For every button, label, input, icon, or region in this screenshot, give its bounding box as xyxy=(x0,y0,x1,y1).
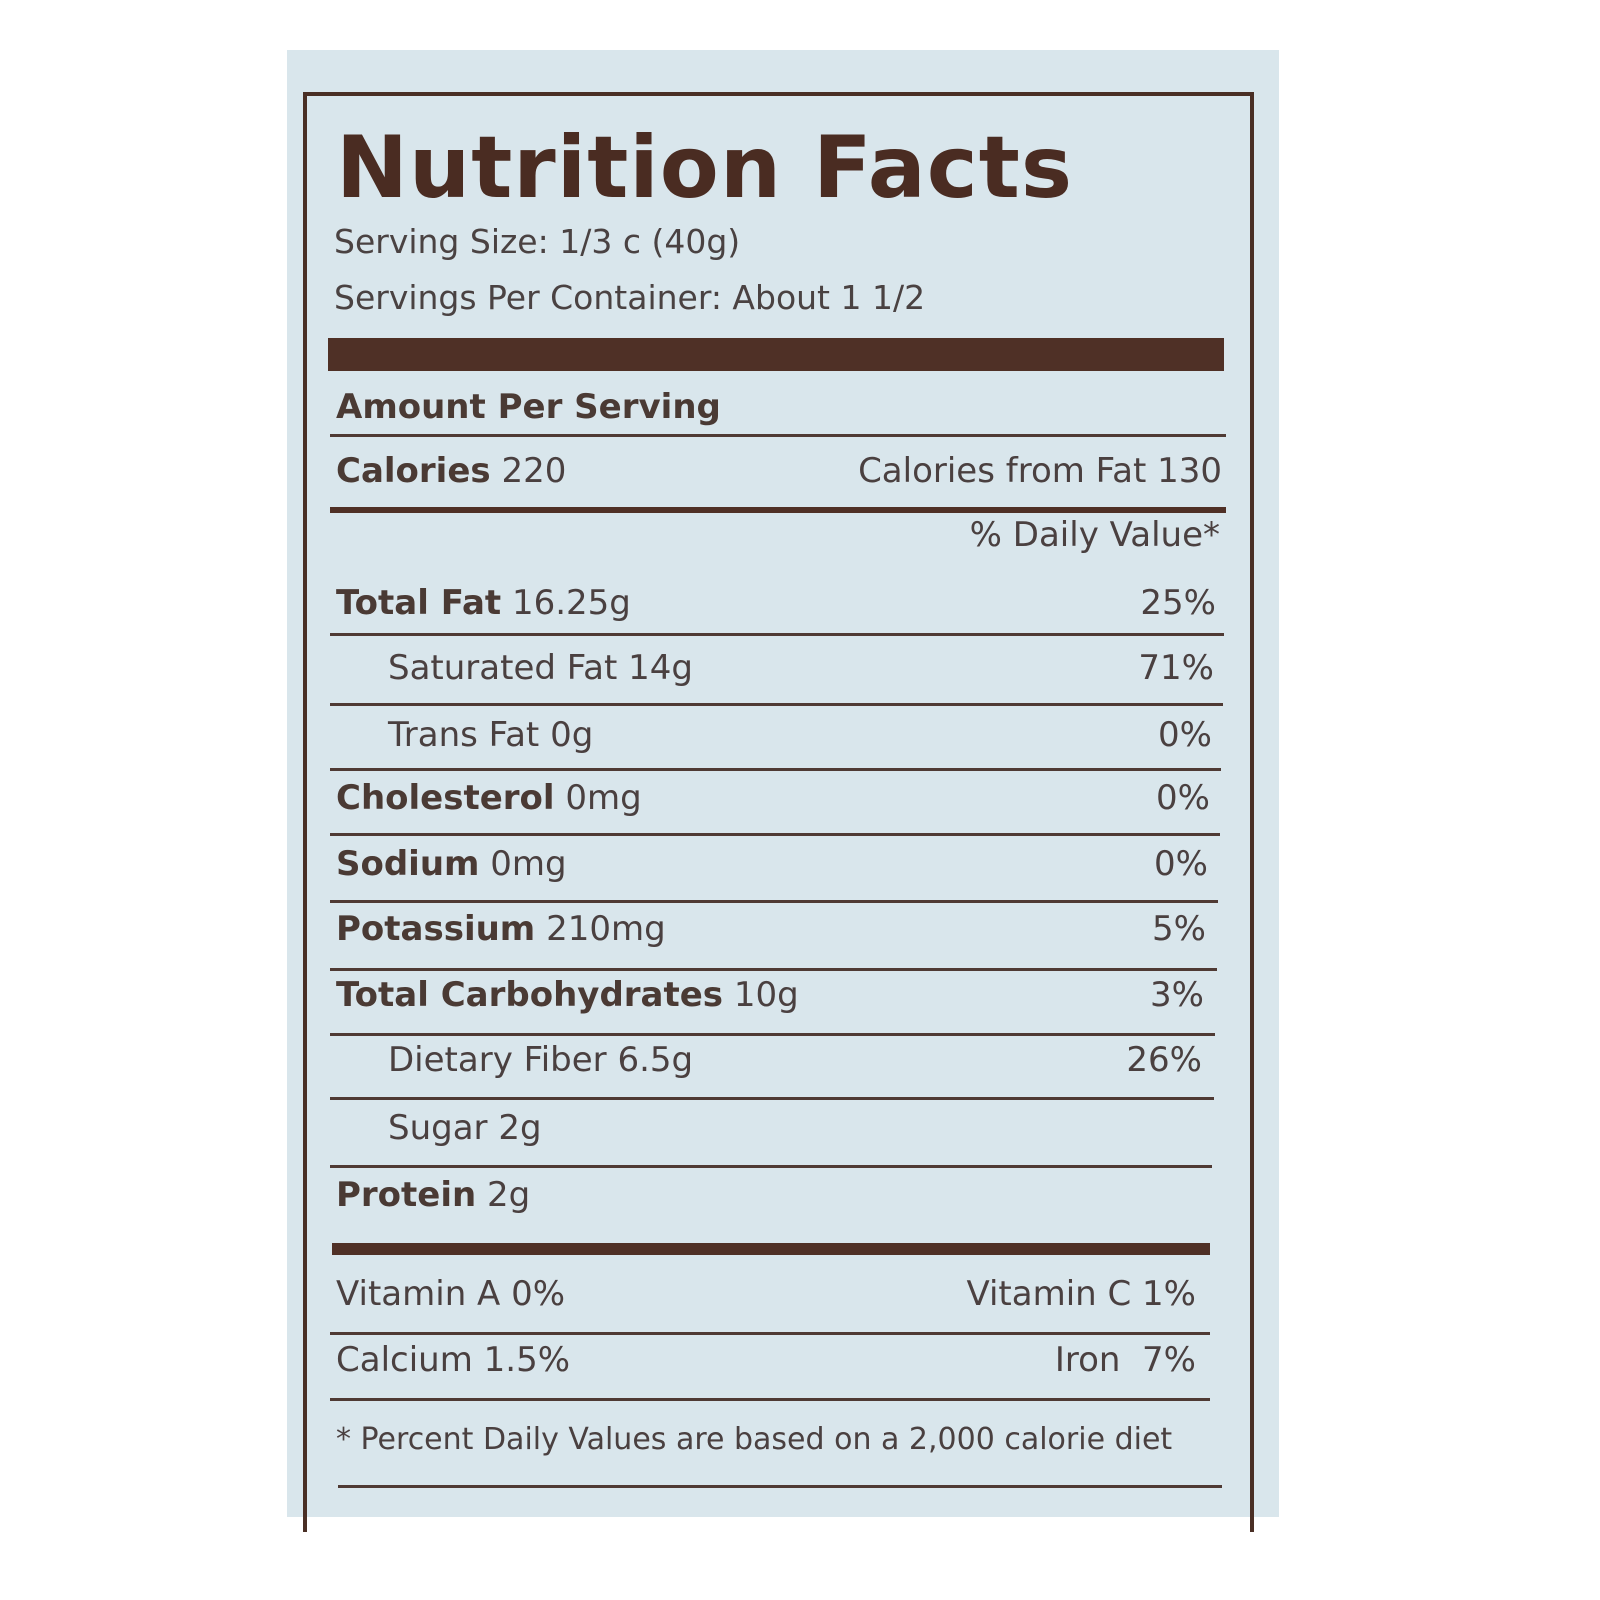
footnote: * Percent Daily Values are based on a 2,… xyxy=(336,1422,1173,1457)
nutrient-label: Protein xyxy=(336,1175,477,1215)
nutrient-amount: 14g xyxy=(628,648,694,688)
nutrient-row: Sugar 2g xyxy=(336,1108,1200,1148)
nutrient-amount: 6.5g xyxy=(617,1040,694,1080)
nutrient-row: Saturated Fat 14g 71% xyxy=(336,648,1214,688)
divider xyxy=(330,1398,1210,1401)
nutrient-label: Potassium xyxy=(336,909,536,949)
serving-size: Serving Size: 1/3 c (40g) xyxy=(334,222,741,261)
label-title: Nutrition Facts xyxy=(336,118,1074,218)
nutrient-daily-value: 5% xyxy=(1152,909,1206,949)
nutrient-row: Cholesterol 0mg 0% xyxy=(336,778,1210,818)
thick-divider xyxy=(332,1243,1210,1255)
divider xyxy=(330,1033,1215,1036)
nutrient-daily-value: 26% xyxy=(1126,1040,1202,1080)
nutrient-daily-value: 0% xyxy=(1156,778,1210,818)
label-frame xyxy=(303,92,1254,1532)
nutrient-label: Cholesterol xyxy=(336,778,555,818)
nutrient-label: Total Carbohydrates xyxy=(336,975,724,1015)
nutrient-amount: 2g xyxy=(487,1175,531,1215)
nutrient-amount: 10g xyxy=(733,975,799,1015)
nutrient-amount: 16.25g xyxy=(511,583,631,623)
nutrient-amount: 2g xyxy=(498,1108,542,1148)
vitamin-left: Calcium 1.5% xyxy=(336,1340,571,1380)
daily-value-header: % Daily Value* xyxy=(969,515,1220,555)
divider xyxy=(330,434,1226,437)
nutrient-daily-value: 3% xyxy=(1150,975,1204,1015)
nutrient-row: Potassium 210mg 5% xyxy=(336,909,1206,949)
thick-divider xyxy=(328,338,1224,371)
nutrient-row: Protein 2g xyxy=(336,1175,1198,1215)
nutrient-label: Saturated Fat xyxy=(388,648,618,688)
nutrient-row: Total Carbohydrates 10g 3% xyxy=(336,975,1204,1015)
nutrient-amount: 0mg xyxy=(565,778,642,818)
vitamin-row: Calcium 1.5% Iron 7% xyxy=(336,1340,1196,1380)
calories-label: Calories xyxy=(336,451,491,491)
divider xyxy=(330,900,1218,903)
nutrient-label: Sodium xyxy=(336,844,480,884)
servings-per-container: Servings Per Container: About 1 1/2 xyxy=(334,278,926,317)
nutrient-daily-value: 0% xyxy=(1158,715,1212,755)
divider xyxy=(330,833,1220,836)
vitamin-left: Vitamin A 0% xyxy=(336,1274,566,1314)
vitamin-right: Vitamin C 1% xyxy=(966,1274,1196,1314)
nutrient-row: Total Fat 16.25g 25% xyxy=(336,583,1216,623)
divider xyxy=(330,703,1223,706)
divider xyxy=(330,1165,1212,1168)
divider xyxy=(330,768,1221,771)
nutrient-label: Total Fat xyxy=(336,583,502,623)
nutrient-amount: 0g xyxy=(550,715,594,755)
nutrient-amount: 0mg xyxy=(490,844,567,884)
label-panel xyxy=(287,50,1279,1517)
nutrient-label: Sugar xyxy=(388,1108,488,1148)
calories-from-fat: Calories from Fat 130 xyxy=(858,451,1222,491)
calories-row: Calories 220 Calories from Fat 130 xyxy=(336,451,1222,491)
nutrient-label: Dietary Fiber xyxy=(388,1040,607,1080)
vitamin-row: Vitamin A 0% Vitamin C 1% xyxy=(336,1274,1196,1314)
nutrient-row: Trans Fat 0g 0% xyxy=(336,715,1212,755)
divider xyxy=(330,1097,1214,1100)
vitamin-right: Iron 7% xyxy=(1054,1340,1196,1380)
medium-divider xyxy=(330,507,1226,513)
nutrient-row: Sodium 0mg 0% xyxy=(336,844,1208,884)
divider xyxy=(330,1332,1210,1335)
nutrient-label: Trans Fat xyxy=(388,715,540,755)
nutrient-row: Dietary Fiber 6.5g 26% xyxy=(336,1040,1202,1080)
amount-per-serving: Amount Per Serving xyxy=(336,387,721,427)
divider xyxy=(330,968,1217,971)
nutrient-daily-value: 71% xyxy=(1138,648,1214,688)
calories-value: 220 xyxy=(501,451,567,491)
nutrient-daily-value: 0% xyxy=(1154,844,1208,884)
nutrient-amount: 210mg xyxy=(546,909,666,949)
divider xyxy=(330,633,1224,636)
nutrient-daily-value: 25% xyxy=(1140,583,1216,623)
divider xyxy=(338,1485,1222,1488)
